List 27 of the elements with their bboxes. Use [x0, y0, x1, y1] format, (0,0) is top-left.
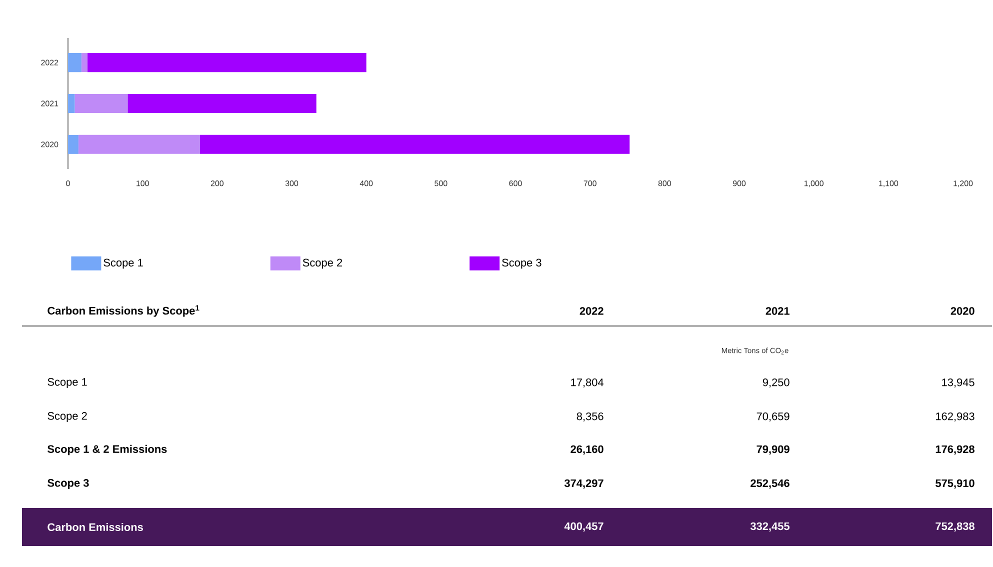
- text: 400,457: [564, 522, 604, 532]
- text: 176,928: [936, 445, 974, 455]
- text: 332,455: [750, 522, 790, 532]
- text: 79,909: [756, 445, 790, 455]
- text: Carbon Emissions: [48, 522, 143, 532]
- text: Scope 1: [48, 378, 87, 388]
- text: 70,659: [756, 412, 790, 422]
- text: 752,838: [936, 522, 974, 532]
- text: 374,297: [564, 479, 604, 489]
- text: 8,356: [576, 412, 604, 422]
- category-label: 2020: [950, 307, 974, 315]
- text: 13,945: [942, 378, 974, 388]
- text: Scope 2: [48, 412, 87, 422]
- legend-label: Scope 2: [302, 258, 342, 269]
- text: 575,910: [936, 479, 974, 489]
- legend-label: Scope 3: [502, 258, 542, 269]
- text: Carbon Emissions by Scope$^{1}$: [48, 305, 200, 317]
- text: 162,983: [936, 412, 974, 422]
- text: Scope 3: [48, 479, 89, 489]
- category-label: 2021: [766, 307, 790, 315]
- text: 17,804: [571, 378, 604, 388]
- text: 26,160: [570, 445, 604, 455]
- legend-label: Scope 1: [104, 258, 143, 269]
- text: 9,250: [762, 378, 790, 388]
- text: 252,546: [750, 479, 790, 489]
- category-label: 2022: [580, 307, 604, 315]
- text: Scope 1 & 2 Emissions: [48, 444, 167, 456]
